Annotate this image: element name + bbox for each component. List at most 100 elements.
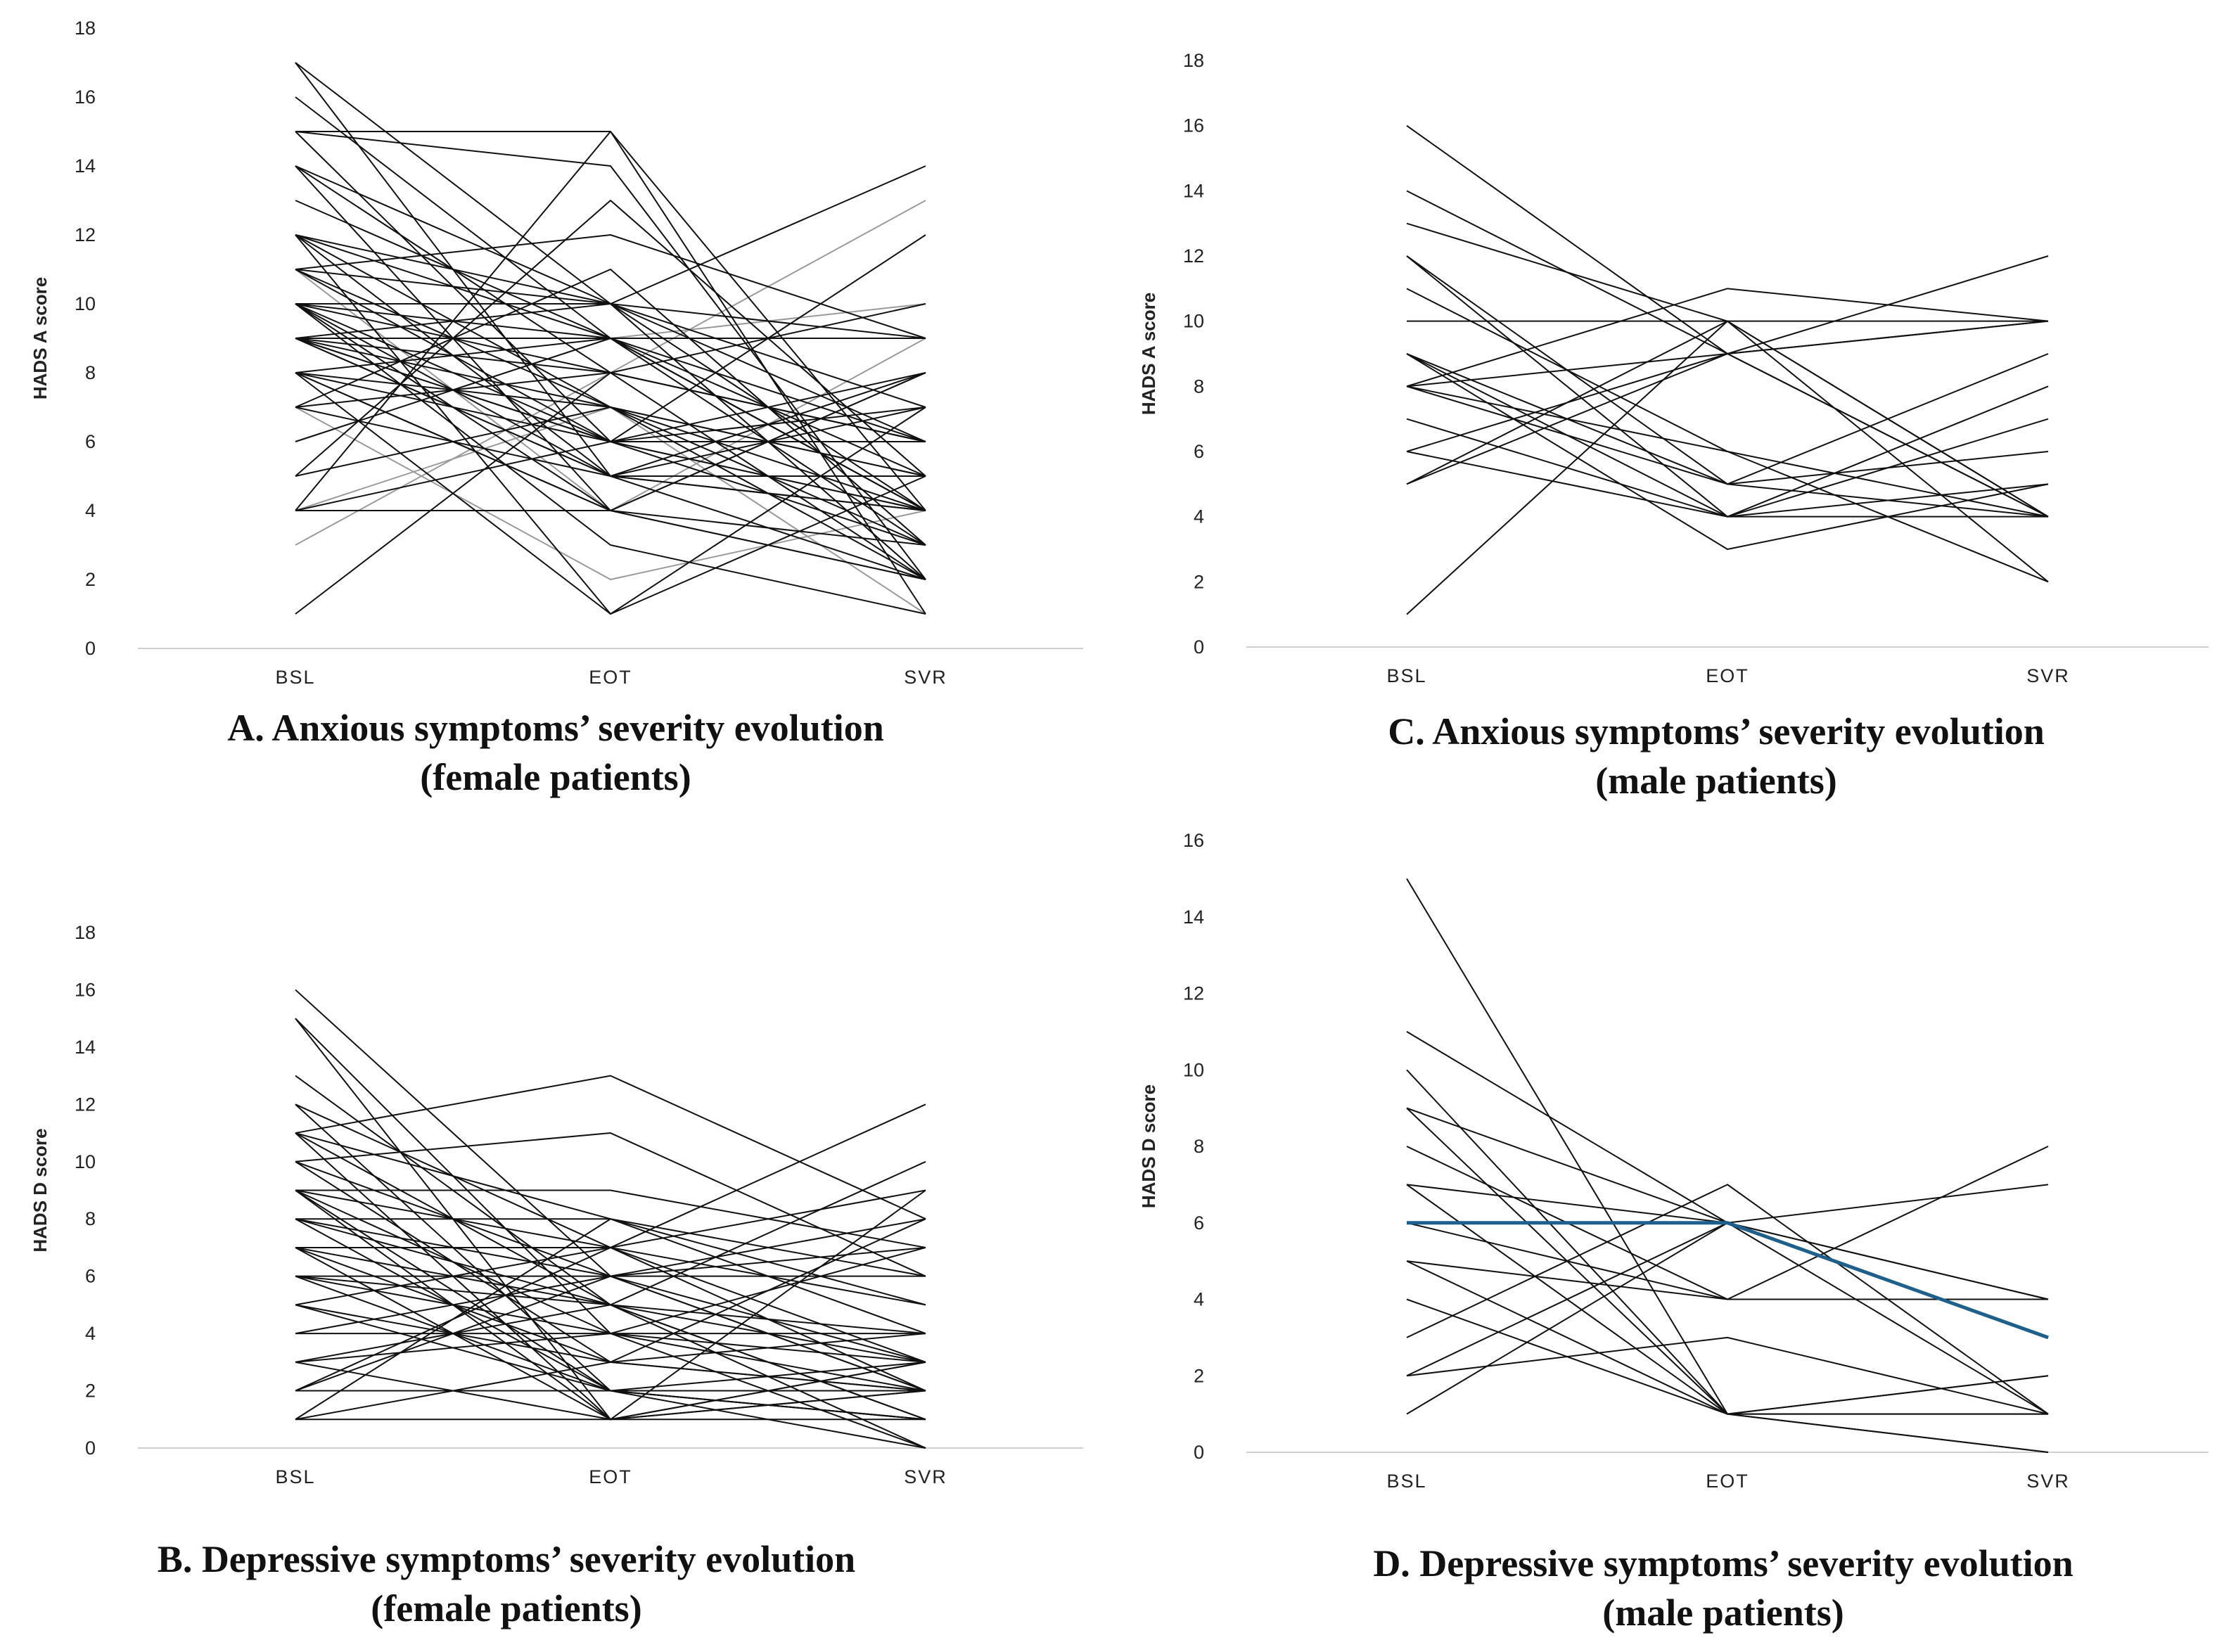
chart-c-y-tick: 8 (1194, 376, 1204, 397)
chart-c-x-tick-bsl: BSL (1386, 665, 1426, 686)
chart-d-y-tick: 4 (1194, 1289, 1204, 1310)
chart-b-series-line (295, 1246, 926, 1363)
chart-a-title: A. Anxious symptoms’ severity evolution (227, 707, 884, 749)
chart-d-series-line (1406, 1107, 2049, 1300)
chart-a-series-line (295, 269, 926, 580)
chart-d-y-axis-label: HADS D score (1138, 1084, 1159, 1208)
chart-b-series-line (295, 1189, 926, 1392)
chart-b-y-tick: 14 (75, 1037, 96, 1058)
chart-b-series-line (295, 1160, 926, 1392)
chart-b: 0 2 4 6 8 10 12 14 16 18 HADS D score BSL EOT SVR (30, 922, 1083, 1487)
chart-b-y-tick: 10 (75, 1151, 96, 1172)
chart-c-y-tick: 12 (1183, 245, 1204, 267)
chart-a-series-line (295, 303, 926, 546)
chart-b-y-tick: 0 (85, 1438, 96, 1459)
chart-c-series-line (1406, 320, 2049, 518)
chart-d-subtitle: (male patients) (1602, 1592, 1844, 1634)
chart-c-title: C. Anxious symptoms’ severity evolution (1388, 710, 2045, 753)
chart-a-y-tick: 8 (85, 362, 96, 383)
chart-c-y-tick: 4 (1194, 506, 1204, 527)
chart-d-series-line (1406, 1184, 2049, 1453)
chart-a: 0 2 4 6 8 10 12 14 16 18 HADS A score BSL EOT SVR (30, 18, 1083, 688)
chart-c-y-tick: 6 (1194, 441, 1204, 462)
chart-c-series-line (1406, 320, 2049, 615)
chart-a-series-line (295, 338, 926, 442)
chart-d-y-tick: 0 (1194, 1442, 1204, 1463)
chart-b-series-line (295, 1333, 926, 1421)
chart-d-x-tick-eot: EOT (1706, 1471, 1749, 1492)
chart-b-series-line (295, 1246, 926, 1392)
chart-b-y-tick: 6 (85, 1266, 96, 1287)
chart-a-y-tick: 4 (85, 500, 96, 521)
chart-b-x-tick-svr: SVR (904, 1466, 947, 1487)
chart-b-caption: B. Depressive symptoms’ severity evoluti… (49, 1535, 964, 1633)
chart-c-y-axis-label: HADS A score (1138, 293, 1159, 415)
chart-c-series-line (1406, 385, 2049, 485)
chart-d-x-tick-svr: SVR (2026, 1471, 2070, 1492)
chart-b-y-tick: 4 (85, 1323, 96, 1344)
chart-b-series-line (295, 1246, 926, 1335)
chart-c-series-line (1406, 255, 2049, 485)
chart-d-y-tick: 12 (1183, 983, 1204, 1004)
chart-a-y-tick: 18 (75, 18, 96, 39)
chart-b-series-line (295, 1218, 926, 1421)
chart-c-y-tick: 14 (1183, 180, 1204, 201)
chart-b-y-tick: 8 (85, 1208, 96, 1229)
chart-c-series-line (1406, 385, 2049, 518)
chart-d-y-tick: 8 (1194, 1136, 1204, 1157)
chart-d-series-line (1406, 1222, 2049, 1415)
chart-a-series-line (295, 303, 926, 477)
chart-a-series-line (295, 269, 926, 511)
chart-a-y-tick: 10 (75, 293, 96, 314)
chart-c-y-tick: 18 (1183, 50, 1204, 71)
chart-a-y-tick: 2 (85, 569, 96, 590)
chart-d-series-line (1406, 1184, 2049, 1300)
chart-c-series-line (1406, 190, 2049, 354)
chart-c-y-tick: 0 (1194, 636, 1204, 658)
chart-b-series-line (295, 1275, 926, 1449)
chart-c-y-tick: 16 (1183, 115, 1204, 136)
chart-b-x-tick-bsl: BSL (275, 1466, 315, 1487)
chart-c-series-line (1406, 255, 2049, 518)
chart-b-series-line (295, 1218, 926, 1363)
chart-a-series-line (295, 372, 926, 615)
chart-d-series-line (1406, 1184, 2049, 1377)
chart-a-y-axis-label: HADS A score (30, 277, 51, 399)
chart-d-y-tick: 6 (1194, 1212, 1204, 1234)
chart-a-series-line (295, 269, 926, 546)
chart-panel-b: 0 2 4 6 8 10 12 14 16 18 HADS D score BSL EOT SVR (14, 907, 1097, 1505)
chart-c-x-tick-svr: SVR (2026, 665, 2070, 686)
chart-d-series-line (1406, 1069, 2049, 1415)
chart-c: 0 2 4 6 8 10 12 14 16 18 HADS A score BSL EOT SVR (1138, 50, 2209, 686)
chart-d-series-line (1406, 1184, 2049, 1415)
chart-c-series-line (1406, 353, 2049, 485)
chart-b-series-line (295, 1189, 926, 1248)
chart-c-series-line (1406, 255, 2049, 518)
chart-a-y-tick: 6 (85, 431, 96, 452)
chart-b-series-line (295, 1275, 926, 1363)
chart-d-title: D. Depressive symptoms’ severity evoluti… (1373, 1542, 2074, 1584)
chart-b-series-line (295, 1075, 926, 1220)
chart-a-x-tick-svr: SVR (904, 667, 947, 688)
chart-c-caption: C. Anxious symptoms’ severity evolution … (1259, 707, 2173, 805)
chart-d-y-tick: 16 (1183, 830, 1204, 851)
chart-a-series-line (295, 234, 926, 615)
chart-b-x-tick-eot: EOT (589, 1466, 632, 1487)
chart-a-y-tick: 12 (75, 224, 96, 245)
chart-b-title: B. Depressive symptoms’ severity evoluti… (157, 1538, 856, 1580)
chart-a-subtitle: (female patients) (420, 756, 691, 798)
chart-b-y-tick: 2 (85, 1381, 96, 1402)
chart-d-y-tick: 2 (1194, 1365, 1204, 1386)
chart-d-series-line (1407, 1221, 2049, 1340)
chart-d: 0 2 4 6 8 10 12 14 16 HADS D score BSL EOT SVR (1138, 830, 2209, 1492)
chart-a-y-tick: 0 (85, 638, 96, 659)
chart-d-x-tick-bsl: BSL (1386, 1471, 1426, 1492)
chart-d-y-tick: 10 (1183, 1059, 1204, 1080)
chart-a-series-line (295, 338, 926, 511)
chart-a-x-tick-bsl: BSL (275, 667, 315, 688)
chart-a-y-tick: 14 (75, 155, 96, 177)
chart-panel-a: 0 2 4 6 8 10 12 14 16 18 HADS A score BSL EOT SVR (14, 14, 1097, 688)
chart-d-series-line (1406, 878, 2049, 1453)
chart-b-series-line (295, 1218, 926, 1421)
chart-a-series-line (295, 372, 926, 580)
